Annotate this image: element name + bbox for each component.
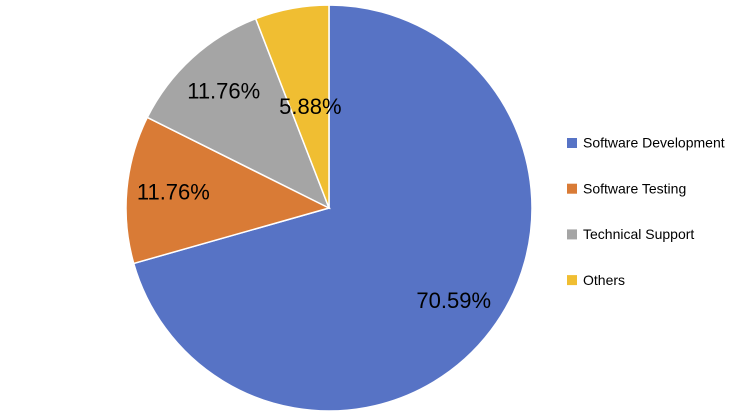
pie-slice bbox=[146, 17, 331, 210]
legend-label: Software Testing bbox=[583, 180, 686, 196]
legend-swatch bbox=[567, 229, 577, 240]
value-label: 11.76% bbox=[187, 78, 260, 103]
value-label: 5.88% bbox=[279, 94, 341, 119]
legend-label: Technical Support bbox=[583, 226, 694, 242]
legend-swatch bbox=[567, 275, 577, 286]
legend-swatch bbox=[567, 183, 577, 194]
legend-label: Software Development bbox=[583, 135, 725, 151]
legend-label: Others bbox=[583, 272, 625, 288]
pie-slice bbox=[254, 4, 330, 209]
pie-slice bbox=[132, 4, 533, 412]
legend-swatch bbox=[567, 138, 577, 148]
value-label: 70.59% bbox=[416, 288, 491, 313]
pie-slice bbox=[125, 116, 332, 265]
value-label: 11.76% bbox=[137, 179, 210, 204]
